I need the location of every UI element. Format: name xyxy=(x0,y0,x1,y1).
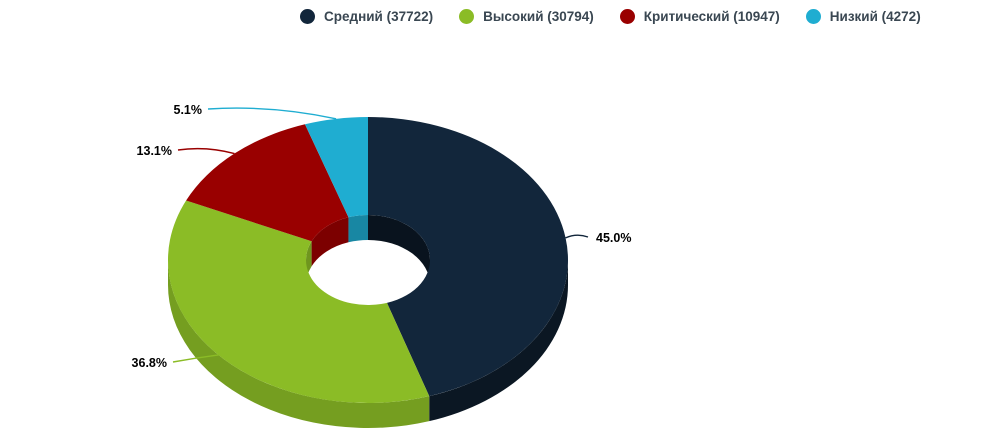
pie-wall-medium xyxy=(368,215,430,285)
pie-slice-critical[interactable] xyxy=(186,124,349,242)
legend-swatch-high-icon xyxy=(459,9,475,24)
pie-wall-low xyxy=(348,215,368,243)
legend-swatch-medium-icon xyxy=(300,9,315,24)
pct-label-high: 36.8% xyxy=(132,356,167,370)
legend-item-critical[interactable]: Критический (10947) xyxy=(619,9,780,24)
leader-line-medium xyxy=(565,234,589,239)
legend-label-high: Высокий (30794) xyxy=(483,9,594,24)
pct-label-low: 5.1% xyxy=(174,103,203,117)
legend-item-low[interactable]: Низкий (4272) xyxy=(805,9,921,24)
legend-label-critical: Критический (10947) xyxy=(643,9,780,24)
pie-rim-high xyxy=(168,260,430,428)
pct-label-medium: 45.0% xyxy=(596,231,631,245)
legend-item-high[interactable]: Высокий (30794) xyxy=(459,9,594,24)
chart-legend: Средний (37722) Высокий (30794) Критичес… xyxy=(300,9,921,24)
legend-swatch-low-icon xyxy=(805,9,821,24)
legend-item-medium[interactable]: Средний (37722) xyxy=(300,9,433,24)
pie-wall-critical xyxy=(311,217,349,267)
leader-line-low xyxy=(207,107,337,120)
legend-swatch-critical-icon xyxy=(619,9,635,24)
pie-slice-high[interactable] xyxy=(167,200,430,403)
legend-label-medium: Средний (37722) xyxy=(324,9,434,24)
pie-slice-low[interactable] xyxy=(304,117,368,218)
pie-rim-medium xyxy=(429,260,568,422)
leader-line-high xyxy=(172,354,219,363)
pie-slice-medium[interactable] xyxy=(368,117,568,397)
leader-line-critical xyxy=(177,147,235,155)
pct-label-critical: 13.1% xyxy=(137,144,172,158)
legend-label-low: Низкий (4272) xyxy=(829,9,921,24)
